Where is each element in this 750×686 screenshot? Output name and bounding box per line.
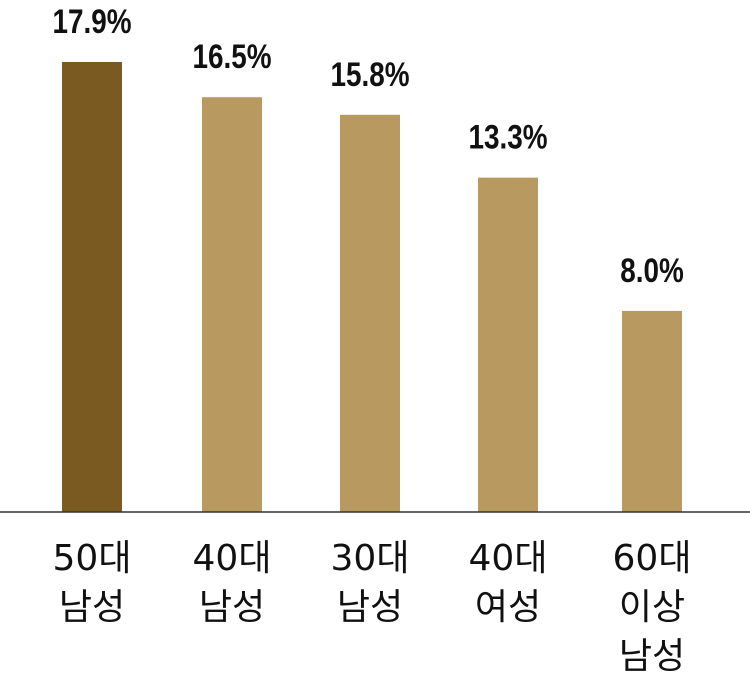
category-label: 30대 xyxy=(331,538,410,579)
bar xyxy=(622,310,682,512)
value-label: 15.8% xyxy=(330,55,409,93)
category-label: 남성 xyxy=(59,587,125,628)
category-label: 50대 xyxy=(53,538,132,579)
category-label: 남성 xyxy=(619,636,685,677)
value-label: 17.9% xyxy=(52,2,131,40)
category-label: 40대 xyxy=(469,538,548,579)
bar xyxy=(62,62,122,512)
category-label: 60대 xyxy=(613,538,692,579)
bar xyxy=(340,114,400,512)
bar xyxy=(202,97,262,513)
category-label: 여성 xyxy=(475,587,541,628)
value-label: 8.0% xyxy=(620,251,684,289)
category-label: 이상 xyxy=(619,587,685,628)
value-label: 16.5% xyxy=(192,38,271,76)
value-label: 13.3% xyxy=(468,118,547,156)
category-label: 40대 xyxy=(193,538,272,579)
category-label: 남성 xyxy=(337,587,403,628)
bar xyxy=(478,177,538,512)
category-label: 남성 xyxy=(199,587,265,628)
